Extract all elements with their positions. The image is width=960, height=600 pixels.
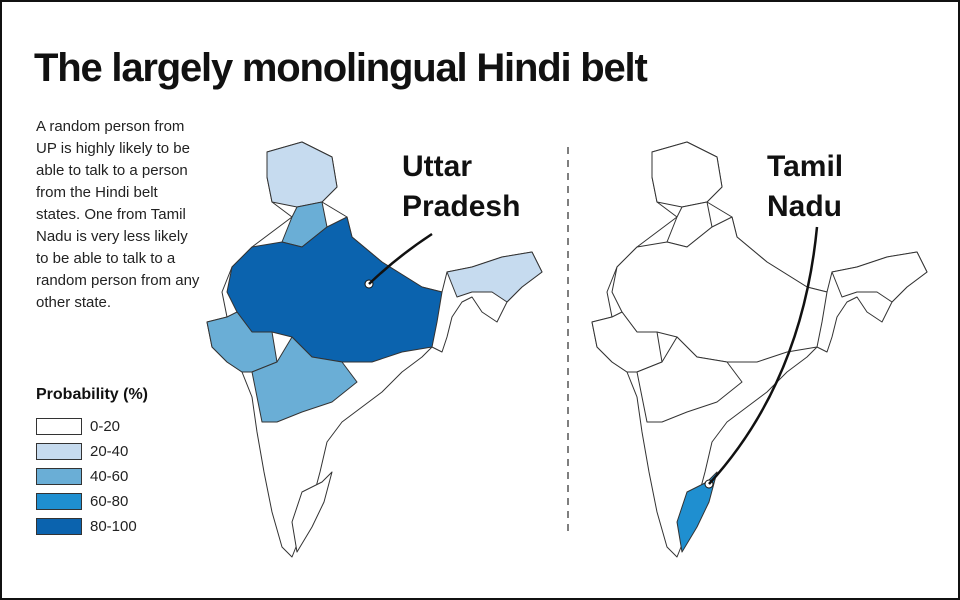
legend-swatch [36, 468, 82, 485]
region [651, 141, 723, 208]
legend-item: 60-80 [36, 489, 137, 514]
legend-label: 80-100 [90, 518, 137, 535]
map-label: Nadu [767, 190, 842, 223]
legend-title: Probability (%) [36, 386, 149, 403]
legend-swatch [36, 518, 82, 535]
map-label: Tamil [767, 150, 843, 183]
legend-item: 80-100 [36, 514, 137, 539]
pointer [368, 232, 433, 285]
pointer [708, 226, 819, 485]
legend-item: 40-60 [36, 464, 137, 489]
map-label: Uttar [402, 150, 472, 183]
legend-item: 20-40 [36, 439, 137, 464]
region [266, 141, 338, 208]
legend-label: 0-20 [90, 418, 121, 435]
map-right: Tamil Nadu [591, 141, 928, 558]
legend-item: 0-20 [36, 414, 137, 439]
map-label: Pradesh [402, 190, 520, 223]
map-left: Uttar Pradesh [206, 141, 543, 558]
legend-label: 40-60 [90, 468, 129, 485]
legend-label: 20-40 [90, 443, 129, 460]
legend-swatch [36, 443, 82, 460]
legend-swatch [36, 493, 82, 510]
legend: 0-20 20-40 40-60 60-80 80-100 [36, 414, 137, 539]
description: A random person from UP is highly likely… [36, 118, 200, 311]
title: The largely monolingual Hindi belt [34, 46, 648, 90]
legend-swatch [36, 418, 82, 435]
legend-label: 60-80 [90, 493, 129, 510]
